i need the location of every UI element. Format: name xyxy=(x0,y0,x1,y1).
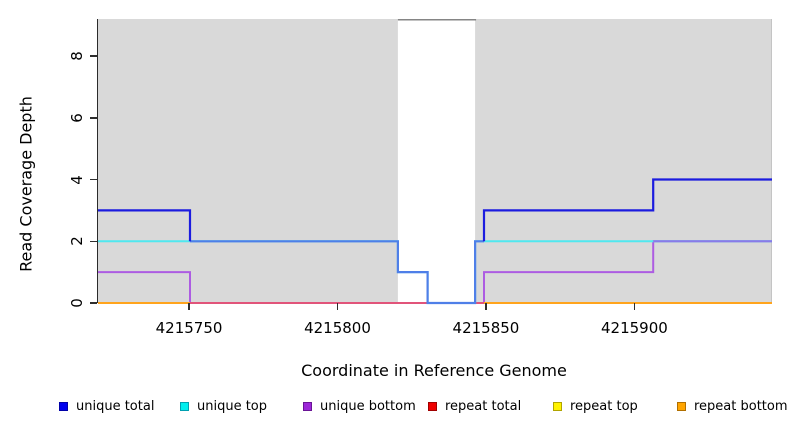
unique-bottom-line xyxy=(98,240,772,304)
x-tick-label: 4215750 xyxy=(155,319,223,337)
y-axis-title: Read Coverage Depth xyxy=(16,96,36,272)
legend-marker-repeat-top-icon xyxy=(553,402,562,411)
x-tick xyxy=(485,303,487,310)
legend-label: repeat top xyxy=(570,399,638,414)
y-tick xyxy=(90,240,97,242)
y-tick xyxy=(90,117,97,119)
x-tick xyxy=(633,303,636,310)
legend-marker-repeat-total-icon xyxy=(428,402,437,411)
x-tick-label: 4215850 xyxy=(452,319,520,337)
y-tick xyxy=(90,55,97,57)
legend-label: repeat bottom xyxy=(694,399,788,414)
legend-marker-unique-top-icon xyxy=(180,402,189,411)
x-tick-label: 4215900 xyxy=(601,319,668,337)
coverage-region xyxy=(98,19,398,303)
legend-label: unique bottom xyxy=(320,399,416,414)
y-tick-label: 6 xyxy=(68,113,86,123)
legend-label: repeat total xyxy=(445,399,522,414)
plot-area xyxy=(97,19,772,305)
y-tick-label: 0 xyxy=(68,298,86,308)
legend-marker-unique-total-icon xyxy=(59,402,68,411)
legend-label: unique total xyxy=(76,399,155,414)
x-axis-title: Coordinate in Reference Genome xyxy=(301,361,567,380)
legend-label: unique top xyxy=(197,399,268,414)
unique-total-line-left xyxy=(98,209,192,242)
y-tick-label: 4 xyxy=(68,174,86,185)
x-tick xyxy=(188,303,190,310)
y-tick xyxy=(90,302,97,304)
unique-total-over-top xyxy=(190,240,484,305)
unique-total-line-right xyxy=(482,178,772,242)
coverage-region xyxy=(475,19,772,303)
plot-canvas xyxy=(98,19,772,305)
legend-marker-unique-bottom-icon xyxy=(303,402,312,411)
y-tick-label: 2 xyxy=(68,236,86,247)
x-tick-label: 4215800 xyxy=(304,319,371,337)
y-tick-label: 8 xyxy=(68,51,86,61)
legend-marker-repeat-bottom-icon xyxy=(677,402,686,411)
y-tick xyxy=(90,178,97,181)
x-tick xyxy=(336,303,339,310)
